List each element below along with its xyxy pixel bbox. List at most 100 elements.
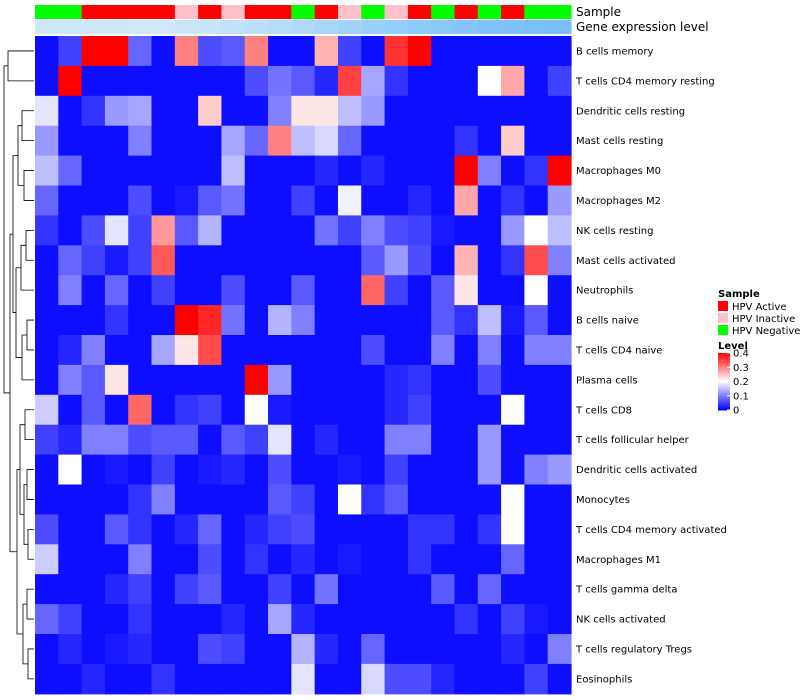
heatmap-cell — [431, 663, 456, 695]
heatmap-cell — [35, 65, 59, 97]
heatmap-cell — [477, 604, 502, 635]
heatmap-cell — [477, 424, 502, 456]
heatmap-cell — [35, 245, 59, 276]
heatmap-cell — [524, 125, 549, 157]
level-legend-gradient-step — [718, 392, 730, 395]
heatmap-cell — [221, 604, 246, 635]
heatmap-cell — [58, 514, 83, 545]
heatmap-cell — [477, 215, 502, 246]
heatmap-cell — [454, 185, 479, 216]
heatmap-cell — [244, 275, 269, 306]
heatmap-cell — [384, 65, 409, 97]
heatmap-cell — [501, 663, 525, 695]
level-legend-tick-label: 0.1 — [733, 391, 749, 402]
heatmap-cell — [547, 36, 572, 67]
row-label: Macrophages M1 — [576, 555, 661, 566]
gene-expression-annotation-cell — [407, 20, 432, 34]
heatmap-cell — [58, 604, 83, 635]
heatmap-cell — [128, 604, 153, 635]
heatmap-cell — [198, 335, 223, 366]
heatmap-cell — [291, 574, 316, 605]
row-label: Dendritic cells resting — [576, 106, 685, 117]
heatmap-cell — [454, 275, 479, 306]
heatmap-cell — [244, 215, 269, 246]
heatmap-cell — [268, 65, 292, 97]
heatmap-cell — [501, 305, 525, 336]
heatmap-cell — [151, 634, 176, 665]
heatmap-cell — [174, 484, 199, 515]
heatmap-cell — [221, 454, 246, 486]
heatmap-cell — [244, 424, 269, 456]
level-legend-gradient-step — [718, 380, 730, 382]
gene-expression-annotation-cell — [337, 20, 362, 34]
heatmap-cell — [337, 484, 362, 515]
heatmap-cell — [244, 305, 269, 336]
level-legend-tick-label: 0 — [733, 406, 739, 417]
heatmap-cell — [221, 245, 246, 276]
heatmap-cell — [35, 424, 59, 456]
heatmap-cell — [547, 65, 572, 97]
heatmap-cell — [104, 125, 129, 157]
heatmap-cell — [35, 36, 59, 67]
heatmap-cell — [174, 394, 199, 426]
heatmap-cell — [477, 394, 502, 426]
row-label: Mast cells activated — [576, 256, 675, 267]
heatmap-cell — [151, 604, 176, 635]
heatmap-cell — [407, 335, 432, 366]
heatmap-cell — [524, 185, 549, 216]
heatmap-cell — [198, 424, 223, 456]
level-legend-gradient-step — [718, 362, 730, 365]
sample-annotation-cell — [524, 5, 549, 19]
heatmap-cell — [268, 245, 292, 276]
heatmap-cell — [337, 394, 362, 426]
heatmap-cell — [361, 245, 386, 276]
heatmap-cell — [128, 454, 153, 486]
heatmap-cell — [151, 544, 176, 575]
heatmap-cell — [58, 95, 83, 127]
heatmap-cell — [314, 634, 339, 665]
heatmap-cell — [221, 663, 246, 695]
sample-annotation-cell — [58, 5, 83, 19]
heatmap-cell — [501, 335, 525, 366]
heatmap-cell — [128, 245, 153, 276]
heatmap-cell — [337, 65, 362, 97]
dendrogram-branch — [26, 319, 34, 351]
heatmap-cell — [337, 364, 362, 396]
sample-annotation-cell — [501, 5, 525, 19]
heatmap-cell — [524, 454, 549, 486]
heatmap-cell — [291, 364, 316, 396]
heatmap-cell — [221, 544, 246, 575]
heatmap-cell — [314, 544, 339, 575]
level-legend-gradient-step — [718, 394, 730, 397]
heatmap-cell — [244, 125, 269, 157]
heatmap-cell — [291, 454, 316, 486]
heatmap-cell — [81, 544, 106, 575]
heatmap-cell — [547, 454, 572, 486]
heatmap-cell — [174, 663, 199, 695]
sample-annotation-cell — [477, 5, 502, 19]
heatmap-cell — [174, 95, 199, 127]
heatmap-cell — [361, 544, 386, 575]
heatmap-cell — [151, 305, 176, 336]
heatmap-cell — [431, 305, 456, 336]
heatmap-cell — [384, 574, 409, 605]
level-legend-gradient-step — [718, 388, 730, 391]
heatmap-cell — [35, 185, 59, 216]
heatmap-cell — [314, 454, 339, 486]
heatmap-cell — [524, 245, 549, 276]
heatmap-cell — [314, 65, 339, 97]
heatmap-cell — [384, 514, 409, 545]
heatmap-cell — [384, 305, 409, 336]
gene-expression-annotation-cell — [268, 20, 292, 34]
heatmap-cell — [384, 155, 409, 187]
heatmap-cell — [407, 305, 432, 336]
heatmap-cell — [81, 215, 106, 246]
heatmap-cell — [524, 36, 549, 67]
heatmap-cell — [244, 574, 269, 605]
heatmap-cell — [291, 663, 316, 695]
heatmap-cell — [268, 394, 292, 426]
level-legend-gradient-step — [718, 353, 730, 355]
heatmap-cell — [198, 36, 223, 67]
row-dendrogram — [3, 50, 34, 680]
heatmap-cell — [337, 424, 362, 456]
